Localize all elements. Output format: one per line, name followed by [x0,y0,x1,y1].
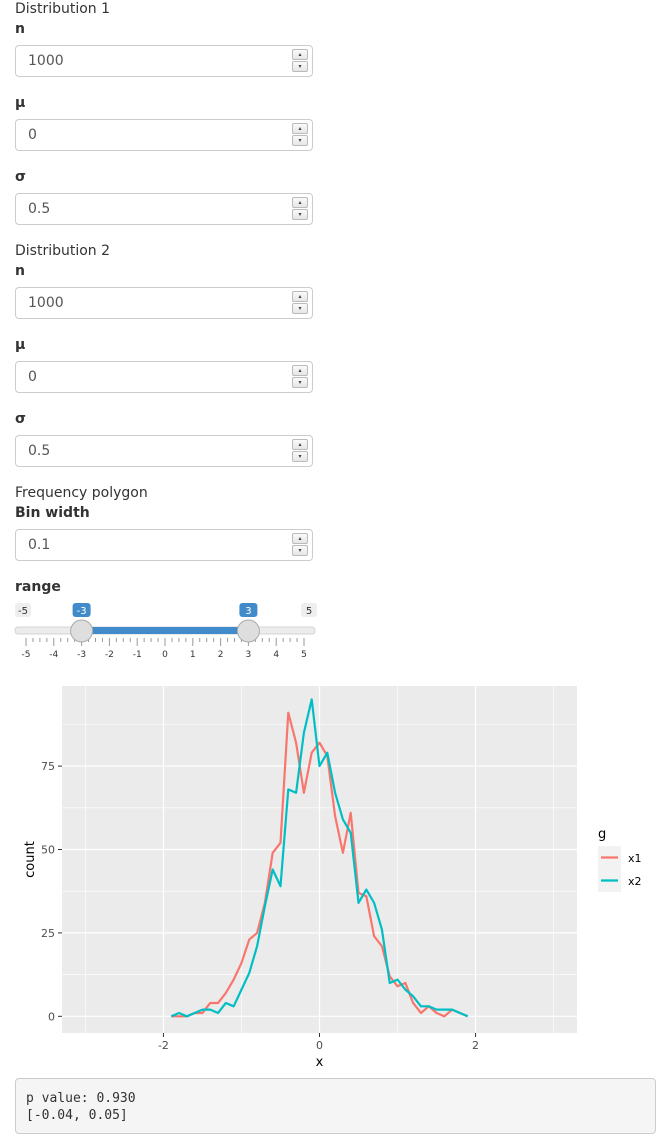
x-axis-label: x [316,1055,324,1070]
y-axis-label: count [23,841,38,878]
dist2-sigma-value: 0.5 [28,443,51,459]
slider-min-label: -5 [18,606,28,617]
dist2-n-value: 1000 [28,295,64,311]
y-tick-label: 25 [41,927,55,940]
spin-up-icon[interactable]: ▴ [292,49,308,60]
spin-up-icon[interactable]: ▴ [292,439,308,450]
bin-width-input[interactable]: 0.1 ▴ ▾ [15,529,313,561]
slider-tick-label: 4 [273,650,279,660]
frequency-polygon-chart: -2 0 2 0 25 50 75 x count g x1 x2 [23,686,642,1070]
series-lines [170,698,469,1018]
slider-high-value-box [239,603,258,617]
dist1-n-spinner[interactable]: ▴ ▾ [292,49,308,73]
dist1-n-label: n [15,21,25,37]
dist2-mu-value: 0 [28,369,37,385]
spin-down-icon[interactable]: ▾ [292,377,308,388]
spin-up-icon[interactable]: ▴ [292,533,308,544]
spin-up-icon[interactable]: ▴ [292,197,308,208]
confidence-interval-text: [-0.04, 0.05] [26,1108,128,1123]
slider-tick-label: -3 [77,650,86,660]
slider-tick-label: -5 [22,650,31,660]
slider-tick-label: -2 [105,650,114,660]
test-result-output: p value: 0.930 [-0.04, 0.05] [15,1078,656,1134]
range-label: range [15,579,61,595]
bin-width-label: Bin width [15,505,90,521]
legend: x1 x2 [598,846,642,892]
dist2-n-spinner[interactable]: ▴ ▾ [292,291,308,315]
dist2-n-input[interactable]: 1000 ▴ ▾ [15,287,313,319]
slider-ticks: -5 -4 -3 -2 -1 0 1 2 3 4 5 [22,638,307,660]
slider-low-handle[interactable] [70,619,94,643]
slider-tick-label: 0 [162,650,168,660]
distribution-1-title: Distribution 1 [15,1,111,17]
bin-width-value: 0.1 [28,537,51,553]
y-tick-label: 50 [41,843,55,856]
series-line-x2 [170,698,469,1018]
spin-up-icon[interactable]: ▴ [292,123,308,134]
frequency-polygon-title: Frequency polygon [15,485,148,501]
slider-min-label-box [15,603,31,617]
range-slider[interactable]: -5 5 -3 3 -5 -4 -3 -2 -1 0 1 2 3 4 5 [0,598,330,662]
dist2-mu-spinner[interactable]: ▴ ▾ [292,365,308,389]
dist1-n-input[interactable]: 1000 ▴ ▾ [15,45,313,77]
slider-high-value: 3 [245,606,251,617]
dist1-mu-spinner[interactable]: ▴ ▾ [292,123,308,147]
bin-width-spinner[interactable]: ▴ ▾ [292,533,308,557]
slider-tick-label: 2 [218,650,224,660]
spin-down-icon[interactable]: ▾ [292,135,308,146]
axes: -2 0 2 0 25 50 75 [41,760,479,1052]
spin-down-icon[interactable]: ▾ [292,209,308,220]
slider-tick-label: 1 [190,650,196,660]
x-tick-label: -2 [158,1039,169,1052]
dist1-n-value: 1000 [28,53,64,69]
dist2-sigma-spinner[interactable]: ▴ ▾ [292,439,308,463]
spin-down-icon[interactable]: ▾ [292,61,308,72]
slider-tick-label: 5 [301,650,307,660]
slider-selected-range [81,627,249,634]
slider-max-label: 5 [306,606,312,617]
dist2-n-label: n [15,263,25,279]
dist1-sigma-spinner[interactable]: ▴ ▾ [292,197,308,221]
spin-down-icon[interactable]: ▾ [292,545,308,556]
spin-down-icon[interactable]: ▾ [292,303,308,314]
x-tick-label: 2 [472,1039,479,1052]
dist1-sigma-label: σ [15,169,26,185]
slider-low-value: -3 [77,606,87,617]
legend-label-x2: x2 [628,875,642,888]
dist1-sigma-input[interactable]: 0.5 ▴ ▾ [15,193,313,225]
y-tick-label: 75 [41,760,55,773]
dist1-sigma-value: 0.5 [28,201,51,217]
dist2-sigma-label: σ [15,411,26,427]
slider-tick-label: -4 [49,650,58,660]
slider-low-value-box [72,603,91,617]
slider-tick-label: -1 [133,650,142,660]
spin-down-icon[interactable]: ▾ [292,451,308,462]
x-tick-label: 0 [316,1039,323,1052]
legend-label-x1: x1 [628,852,642,865]
y-tick-label: 0 [48,1010,55,1023]
slider-high-handle[interactable] [236,619,260,643]
dist2-mu-label: μ [15,337,26,353]
spin-up-icon[interactable]: ▴ [292,291,308,302]
slider-max-label-box [301,603,317,617]
dist1-mu-label: μ [15,95,26,111]
dist1-mu-input[interactable]: 0 ▴ ▾ [15,119,313,151]
dist2-mu-input[interactable]: 0 ▴ ▾ [15,361,313,393]
legend-title: g [598,827,606,842]
spin-up-icon[interactable]: ▴ [292,365,308,376]
dist2-sigma-input[interactable]: 0.5 ▴ ▾ [15,435,313,467]
p-value-text: p value: 0.930 [26,1091,136,1106]
distribution-2-title: Distribution 2 [15,243,111,259]
slider-tick-label: 3 [246,650,252,660]
dist1-mu-value: 0 [28,127,37,143]
series-line-x1 [171,711,469,1018]
